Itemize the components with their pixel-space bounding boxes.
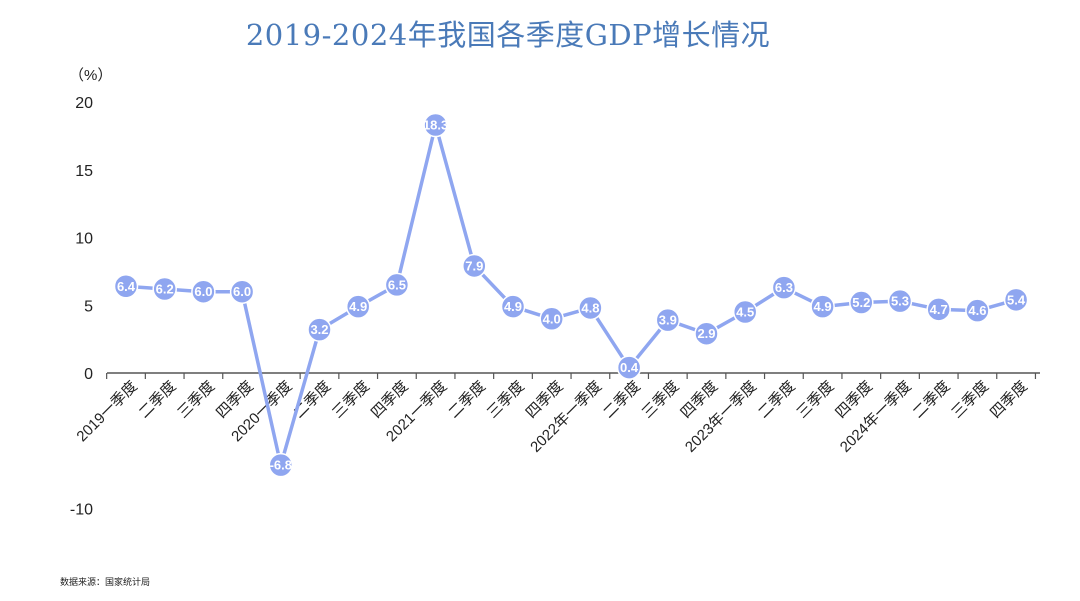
x-tick-label: 三季度 <box>329 378 373 422</box>
data-point-marker <box>345 294 371 319</box>
x-tick-label: 三季度 <box>639 378 683 422</box>
data-label: 18.3 <box>423 118 448 133</box>
chart-title: 2019-2024年我国各季度GDP增长情况 <box>245 18 771 52</box>
data-label: 6.0 <box>194 284 212 299</box>
data-label: 6.5 <box>388 277 406 292</box>
x-tick-label: 二季度 <box>290 378 334 422</box>
data-label: 4.7 <box>930 302 948 317</box>
data-point-marker <box>539 306 564 332</box>
data-point-marker <box>191 279 216 304</box>
data-label: 6.4 <box>117 279 136 294</box>
data-point-marker <box>849 290 874 315</box>
data-point-marker <box>578 295 603 321</box>
y-tick-label: 15 <box>75 163 93 180</box>
x-tick-label: 二季度 <box>755 378 799 422</box>
data-point-marker <box>462 253 487 279</box>
data-label: 4.9 <box>504 299 522 314</box>
data-point-marker <box>771 275 797 300</box>
x-tick-label: 二季度 <box>910 378 954 422</box>
data-point-marker <box>113 274 139 299</box>
data-label: 6.2 <box>156 281 174 296</box>
y-tick-label: 10 <box>75 231 93 248</box>
data-label: 4.0 <box>543 311 561 326</box>
x-tick-label: 三季度 <box>948 378 992 422</box>
x-tick-label: 三季度 <box>794 378 838 422</box>
data-point-marker <box>655 307 681 333</box>
data-label: 4.8 <box>581 300 599 315</box>
data-label: 7.9 <box>465 258 483 273</box>
x-tick-label: 三季度 <box>484 378 528 422</box>
data-point-marker <box>423 112 448 138</box>
data-label: 4.9 <box>349 299 367 314</box>
y-tick-label: 0 <box>84 366 93 383</box>
data-point-marker <box>732 299 758 325</box>
y-axis: （%） 20 15 10 5 0 -10 <box>69 67 112 519</box>
data-label: 4.9 <box>814 299 832 314</box>
data-label: 6.3 <box>775 280 793 295</box>
data-label: 3.2 <box>310 322 328 337</box>
data-point-marker <box>307 317 332 342</box>
data-point-marker <box>694 321 719 346</box>
x-tick-label: 四季度 <box>987 378 1031 422</box>
data-label: 2.9 <box>697 326 715 341</box>
y-tick-label: -10 <box>70 502 93 519</box>
x-tick-label: 2019一季度 <box>73 378 140 445</box>
data-label: -6.8 <box>270 458 292 473</box>
data-point-marker <box>500 294 526 319</box>
data-point-marker <box>268 452 294 478</box>
data-label: 5.3 <box>891 294 909 309</box>
data-label: 3.9 <box>659 313 677 328</box>
y-tick-label: 20 <box>75 95 93 112</box>
data-point-marker <box>616 355 642 380</box>
y-axis-unit-label: （%） <box>69 67 112 84</box>
data-label: 0.4 <box>620 360 639 375</box>
x-tick-label: 三季度 <box>174 378 218 422</box>
data-point-marker <box>926 297 951 322</box>
data-point-marker <box>965 298 990 323</box>
x-tick-label: 二季度 <box>445 378 489 422</box>
data-label: 6.0 <box>233 284 251 299</box>
x-axis: 2019一季度二季度三季度四季度2020一季度二季度三季度四季度2021一季度二… <box>73 372 1040 456</box>
data-point-marker <box>229 279 255 304</box>
data-point-marker <box>887 288 913 314</box>
data-source-note: 数据来源：国家统计局 <box>60 577 151 587</box>
data-point-marker <box>1003 287 1029 313</box>
data-label: 5.2 <box>852 295 870 310</box>
data-label: 4.6 <box>968 303 986 318</box>
y-tick-label: 5 <box>84 298 93 315</box>
x-tick-label: 二季度 <box>600 378 644 422</box>
x-tick-label: 二季度 <box>136 378 180 422</box>
data-point-marker <box>152 276 177 302</box>
data-points: 6.4 6.2 6.0 6.0 -6.8 3.2 4.9 6.5 18.3 7.9 4.9 4.0 4.… <box>113 112 1029 478</box>
data-point-marker <box>810 294 835 319</box>
data-point-marker <box>384 272 410 298</box>
data-label: 5.4 <box>1007 292 1026 307</box>
data-label: 4.5 <box>736 305 754 320</box>
